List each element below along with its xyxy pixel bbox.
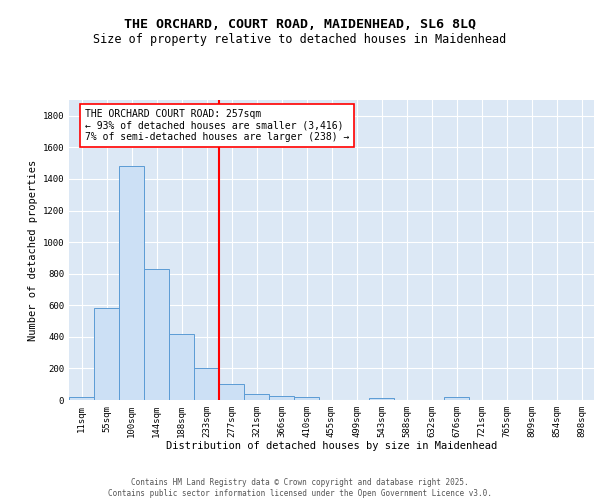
Bar <box>444 397 469 400</box>
Bar <box>69 397 94 400</box>
Bar <box>369 398 394 400</box>
Text: Size of property relative to detached houses in Maidenhead: Size of property relative to detached ho… <box>94 32 506 46</box>
Bar <box>169 334 194 400</box>
Bar <box>219 384 244 400</box>
Text: THE ORCHARD COURT ROAD: 257sqm
← 93% of detached houses are smaller (3,416)
7% o: THE ORCHARD COURT ROAD: 257sqm ← 93% of … <box>85 109 349 142</box>
Bar <box>194 368 219 400</box>
Bar <box>119 166 144 400</box>
Bar <box>244 394 269 400</box>
Y-axis label: Number of detached properties: Number of detached properties <box>28 160 38 340</box>
Text: Contains HM Land Registry data © Crown copyright and database right 2025.
Contai: Contains HM Land Registry data © Crown c… <box>108 478 492 498</box>
Bar <box>144 269 169 400</box>
Bar <box>269 396 294 400</box>
Bar <box>94 308 119 400</box>
Bar <box>294 397 319 400</box>
X-axis label: Distribution of detached houses by size in Maidenhead: Distribution of detached houses by size … <box>166 442 497 452</box>
Text: THE ORCHARD, COURT ROAD, MAIDENHEAD, SL6 8LQ: THE ORCHARD, COURT ROAD, MAIDENHEAD, SL6… <box>124 18 476 30</box>
